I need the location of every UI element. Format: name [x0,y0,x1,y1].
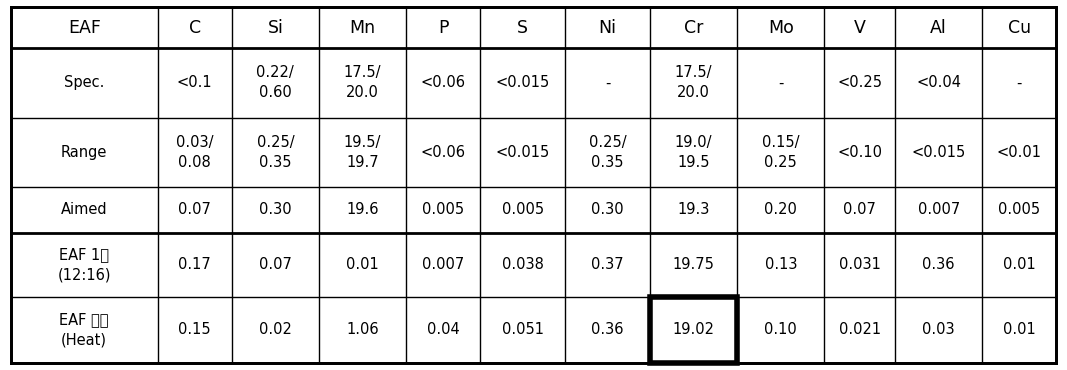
Text: 0.15/
0.25: 0.15/ 0.25 [762,135,799,169]
Text: 0.007: 0.007 [918,202,960,217]
Text: <0.01: <0.01 [997,145,1041,159]
Text: -: - [778,75,783,90]
Text: Aimed: Aimed [61,202,108,217]
Text: 0.031: 0.031 [839,258,880,272]
Text: 0.36: 0.36 [591,322,624,337]
Text: Cu: Cu [1007,19,1031,37]
Text: 17.5/
20.0: 17.5/ 20.0 [344,65,381,100]
Text: <0.1: <0.1 [177,75,212,90]
Text: <0.06: <0.06 [420,145,465,159]
Text: 19.75: 19.75 [672,258,715,272]
Text: 19.5/
19.7: 19.5/ 19.7 [344,135,381,169]
Text: 0.30: 0.30 [259,202,291,217]
Bar [650,297,737,363]
Text: 0.01: 0.01 [1003,322,1036,337]
Text: Ni: Ni [599,19,617,37]
Text: 0.01: 0.01 [1003,258,1036,272]
Text: <0.015: <0.015 [495,75,550,90]
Text: EAF 1차
(12:16): EAF 1차 (12:16) [58,248,111,282]
Text: V: V [854,19,865,37]
Text: 0.17: 0.17 [178,258,211,272]
Text: 0.038: 0.038 [501,258,543,272]
Text: Mo: Mo [768,19,794,37]
Text: 0.10: 0.10 [764,322,797,337]
Text: 0.005: 0.005 [501,202,544,217]
Text: Range: Range [61,145,108,159]
Text: 0.02: 0.02 [259,322,291,337]
Text: P: P [437,19,448,37]
Text: 0.37: 0.37 [591,258,624,272]
Text: 17.5/
20.0: 17.5/ 20.0 [674,65,713,100]
Text: <0.04: <0.04 [917,75,961,90]
Text: 0.021: 0.021 [839,322,880,337]
Text: <0.06: <0.06 [420,75,465,90]
Text: 0.15: 0.15 [178,322,211,337]
Text: EAF 출강
(Heat): EAF 출강 (Heat) [60,312,109,347]
Text: 0.007: 0.007 [421,258,464,272]
Text: S: S [517,19,528,37]
Text: 0.03: 0.03 [922,322,955,337]
Text: -: - [1017,75,1022,90]
Text: 1.06: 1.06 [346,322,379,337]
Text: Si: Si [268,19,284,37]
Text: 0.20: 0.20 [764,202,797,217]
Text: Cr: Cr [684,19,703,37]
Text: 0.03/
0.08: 0.03/ 0.08 [176,135,213,169]
Text: <0.015: <0.015 [911,145,966,159]
Text: 0.30: 0.30 [591,202,624,217]
Text: 0.13: 0.13 [764,258,797,272]
Text: 0.25/
0.35: 0.25/ 0.35 [256,135,294,169]
Text: 19.3: 19.3 [678,202,710,217]
Text: Spec.: Spec. [64,75,105,90]
Text: 0.07: 0.07 [259,258,291,272]
Text: 0.005: 0.005 [999,202,1040,217]
Text: <0.015: <0.015 [495,145,550,159]
Text: 0.01: 0.01 [346,258,379,272]
Text: 0.25/
0.35: 0.25/ 0.35 [589,135,626,169]
Text: 19.6: 19.6 [346,202,379,217]
Text: 0.36: 0.36 [923,258,955,272]
Text: EAF: EAF [68,19,100,37]
Text: 0.07: 0.07 [178,202,211,217]
Text: 0.22/
0.60: 0.22/ 0.60 [256,65,294,100]
Text: 0.07: 0.07 [843,202,876,217]
Text: -: - [605,75,610,90]
Text: <0.25: <0.25 [838,75,882,90]
Text: 0.051: 0.051 [501,322,543,337]
Text: <0.10: <0.10 [838,145,882,159]
Text: 19.0/
19.5: 19.0/ 19.5 [674,135,713,169]
Text: 0.005: 0.005 [423,202,464,217]
Text: Mn: Mn [349,19,376,37]
Text: 0.04: 0.04 [427,322,460,337]
Text: 19.02: 19.02 [672,322,715,337]
Text: C: C [189,19,201,37]
Text: Al: Al [930,19,947,37]
